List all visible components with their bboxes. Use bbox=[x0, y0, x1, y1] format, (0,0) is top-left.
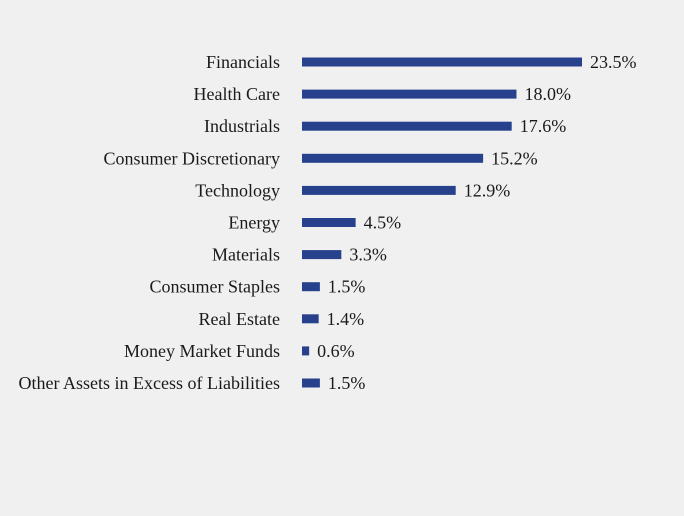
value-label: 0.6% bbox=[317, 341, 355, 361]
value-label: 17.6% bbox=[520, 116, 567, 136]
value-label: 15.2% bbox=[491, 148, 538, 168]
bar bbox=[302, 89, 517, 99]
bar bbox=[302, 314, 319, 324]
category-label: Financials bbox=[206, 52, 280, 72]
category-label: Consumer Staples bbox=[150, 277, 281, 297]
bar-row: Other Assets in Excess of Liabilities 1.5… bbox=[19, 373, 366, 393]
value-label: 1.4% bbox=[327, 309, 365, 329]
category-label: Consumer Discretionary bbox=[104, 148, 280, 168]
bar bbox=[302, 153, 484, 163]
bar bbox=[302, 121, 512, 131]
bar bbox=[302, 218, 356, 227]
category-label: Money Market Funds bbox=[124, 341, 280, 361]
value-label: 4.5% bbox=[364, 213, 402, 233]
bar bbox=[302, 346, 310, 356]
value-label: 12.9% bbox=[464, 180, 511, 200]
bar-row: Consumer Staples 1.5% bbox=[150, 277, 366, 297]
category-label: Health Care bbox=[194, 84, 280, 104]
bar-row: Health Care 18.0% bbox=[194, 84, 571, 104]
category-label: Materials bbox=[212, 245, 280, 265]
value-label: 1.5% bbox=[328, 277, 366, 297]
bar-row: Money Market Funds 0.6% bbox=[124, 341, 355, 361]
bar-row: Materials 3.3% bbox=[212, 245, 387, 265]
bar bbox=[302, 57, 582, 67]
value-label: 1.5% bbox=[328, 373, 366, 393]
category-label: Other Assets in Excess of Liabilities bbox=[19, 373, 280, 393]
bar-row: Financials 23.5% bbox=[206, 52, 637, 72]
bar bbox=[302, 378, 320, 388]
category-label: Industrials bbox=[204, 116, 280, 136]
bar-row: Consumer Discretionary 15.2% bbox=[104, 148, 538, 168]
bar-row: Energy 4.5% bbox=[228, 213, 401, 233]
bar bbox=[302, 250, 342, 260]
bar-row: Industrials 17.6% bbox=[204, 116, 566, 136]
value-label: 3.3% bbox=[349, 245, 387, 265]
category-label: Real Estate bbox=[199, 309, 280, 329]
category-label: Energy bbox=[228, 213, 280, 233]
category-label: Technology bbox=[195, 180, 280, 200]
bar-row: Technology 12.9% bbox=[195, 180, 510, 200]
value-label: 18.0% bbox=[524, 84, 571, 104]
bar-row: Real Estate 1.4% bbox=[199, 309, 365, 329]
bar bbox=[302, 282, 320, 292]
value-label: 23.5% bbox=[590, 52, 637, 72]
bar bbox=[302, 185, 456, 195]
